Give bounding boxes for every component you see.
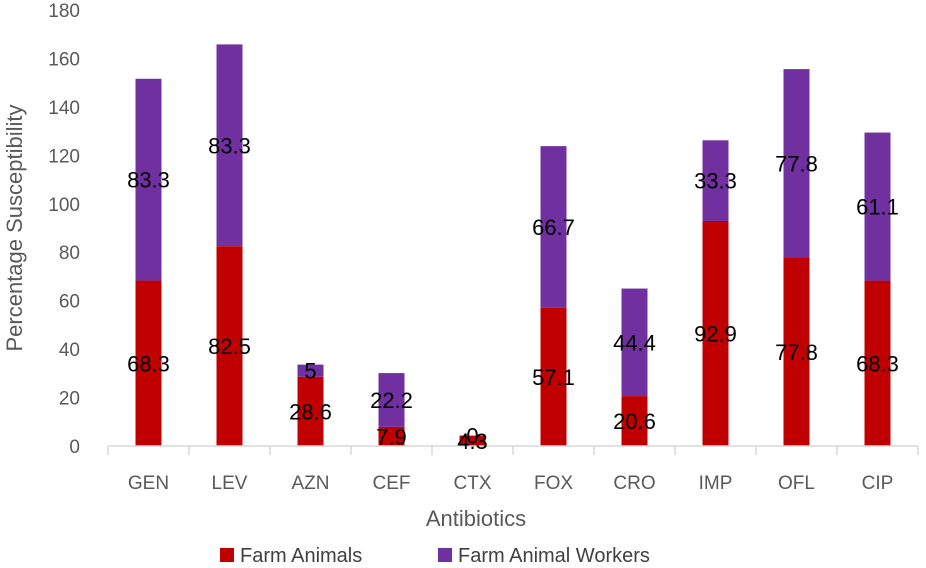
y-tick-label: 20 — [59, 389, 80, 410]
bar-segment — [864, 132, 891, 281]
data-label: 83.3 — [208, 133, 251, 158]
data-label: 77.8 — [775, 151, 818, 176]
y-tick-label: 60 — [59, 292, 80, 313]
x-tick-label: AZN — [292, 473, 330, 494]
x-tick-label: CIP — [862, 473, 894, 494]
bar-segment — [459, 435, 486, 446]
bar-segment — [216, 246, 243, 446]
data-label: 66.7 — [532, 215, 575, 240]
data-label: 0 — [466, 424, 478, 449]
data-label: 4.3 — [457, 429, 488, 454]
data-label: 28.6 — [289, 399, 332, 424]
x-tick-label: CRO — [613, 473, 655, 494]
y-axis-ticks: 0 20 40 60 80 100 120 140 160 180 — [48, 1, 80, 458]
x-tick-label: FOX — [534, 473, 573, 494]
bar-segment — [621, 396, 648, 446]
legend-swatch — [220, 548, 234, 562]
legend-label: Farm Animals — [240, 545, 362, 567]
data-label: 68.3 — [127, 351, 170, 376]
data-label: 92.9 — [694, 321, 737, 346]
bar-segment — [135, 280, 162, 446]
bar-segment — [621, 288, 648, 397]
bar-segment — [702, 220, 729, 446]
bar-segment — [540, 307, 567, 446]
x-tick-label: OFL — [778, 473, 815, 494]
x-tick-label: GEN — [128, 473, 169, 494]
y-tick-label: 160 — [48, 49, 80, 70]
bar-segment — [702, 140, 729, 221]
y-tick-label: 120 — [48, 146, 80, 167]
bar-segment — [297, 376, 324, 446]
legend: Farm Animals Farm Animal Workers — [220, 545, 650, 567]
data-label: 61.1 — [856, 195, 899, 220]
data-label: 5 — [304, 359, 316, 384]
x-tick-label: IMP — [699, 473, 733, 494]
x-tick-label: LEV — [212, 473, 248, 494]
data-label: 7.9 — [376, 424, 407, 449]
y-axis-title: Percentage Susceptibility — [2, 104, 27, 351]
data-label: 77.8 — [775, 340, 818, 365]
data-labels: 68.3 83.3 82.5 83.3 28.6 5 7.9 22.2 4.30 57.1 66.7… — [127, 133, 899, 454]
data-label: 33.3 — [694, 169, 737, 194]
y-tick-label: 140 — [48, 98, 80, 119]
bar-segment — [216, 44, 243, 247]
x-axis-title: Antibiotics — [426, 506, 526, 531]
bar-segment — [378, 426, 405, 446]
legend-swatch — [438, 548, 452, 562]
data-label: 57.1 — [532, 365, 575, 390]
y-tick-label: 80 — [59, 243, 80, 264]
data-label: 68.3 — [856, 351, 899, 376]
bar-segment — [783, 69, 810, 258]
bar-segment — [540, 146, 567, 308]
bar-segment — [135, 78, 162, 281]
bar-segment — [378, 373, 405, 427]
x-tick-label: CEF — [373, 473, 411, 494]
data-label: 20.6 — [613, 409, 656, 434]
y-tick-label: 180 — [48, 1, 80, 22]
bar-segment — [864, 280, 891, 446]
legend-label: Farm Animal Workers — [458, 545, 650, 567]
data-label: 82.5 — [208, 334, 251, 359]
y-tick-label: 0 — [69, 437, 80, 458]
data-label: 83.3 — [127, 168, 170, 193]
x-axis-ticks: GEN LEV AZN CEF CTX FOX CRO IMP OFL CIP — [107, 446, 919, 494]
bar-segment — [783, 257, 810, 446]
data-label: 22.2 — [370, 388, 413, 413]
bars — [135, 44, 891, 446]
data-label: 44.4 — [613, 330, 656, 355]
y-tick-label: 100 — [48, 195, 80, 216]
x-tick-label: CTX — [454, 473, 492, 494]
bar-segment — [297, 364, 324, 377]
y-tick-label: 40 — [59, 340, 80, 361]
